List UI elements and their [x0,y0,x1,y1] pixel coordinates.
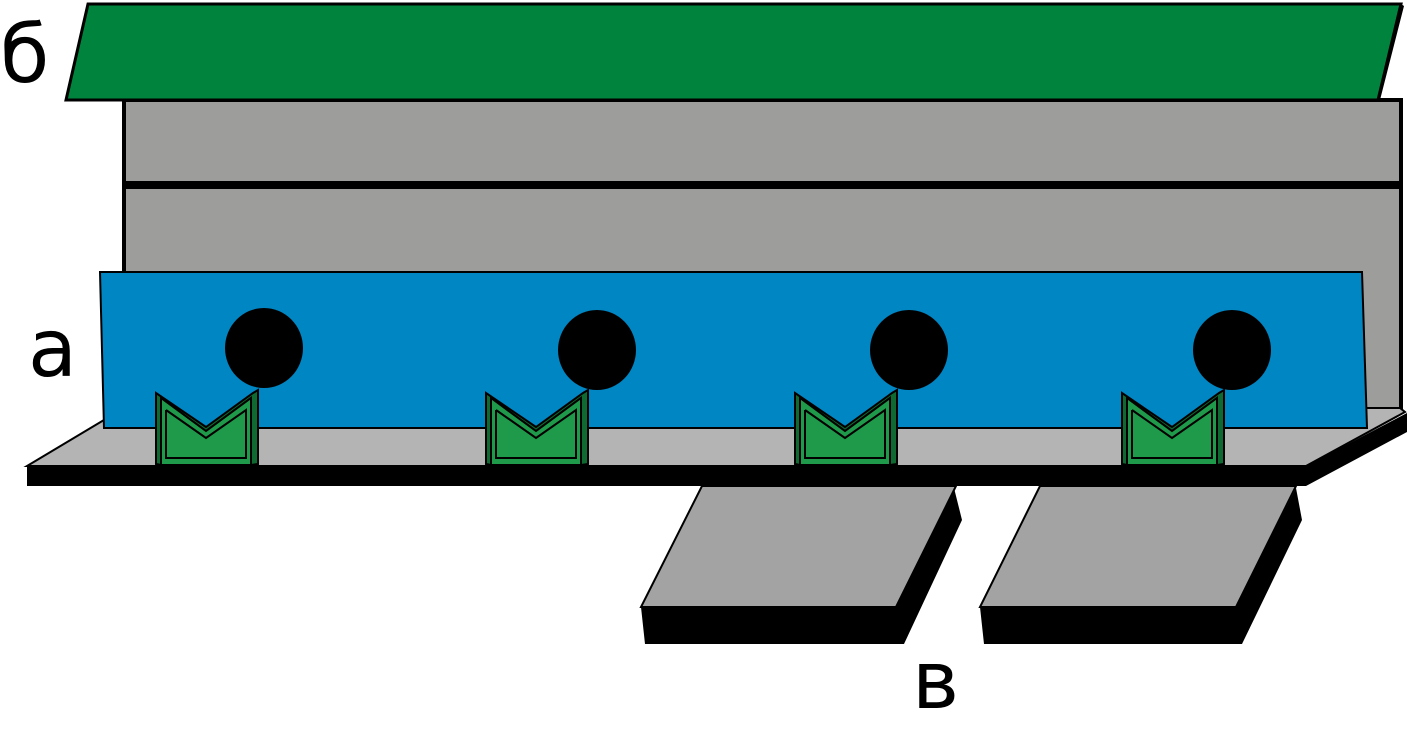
holder [794,388,898,467]
hole [558,310,636,390]
green-roof [64,2,1404,102]
floor-edge [27,413,1407,486]
blue-panel [98,271,1369,429]
roof-top [64,2,1403,102]
steps [639,485,1302,644]
step [978,485,1302,644]
holder [1121,388,1225,467]
holder [155,388,259,467]
label-steps: в [912,634,959,727]
holder [485,388,589,467]
hole [225,308,303,388]
step [639,485,962,644]
hole [870,310,948,390]
label-roof: б [0,8,49,101]
holders [155,388,1225,467]
label-panel: а [28,302,77,395]
hole [1193,310,1271,390]
holes [225,308,1271,390]
